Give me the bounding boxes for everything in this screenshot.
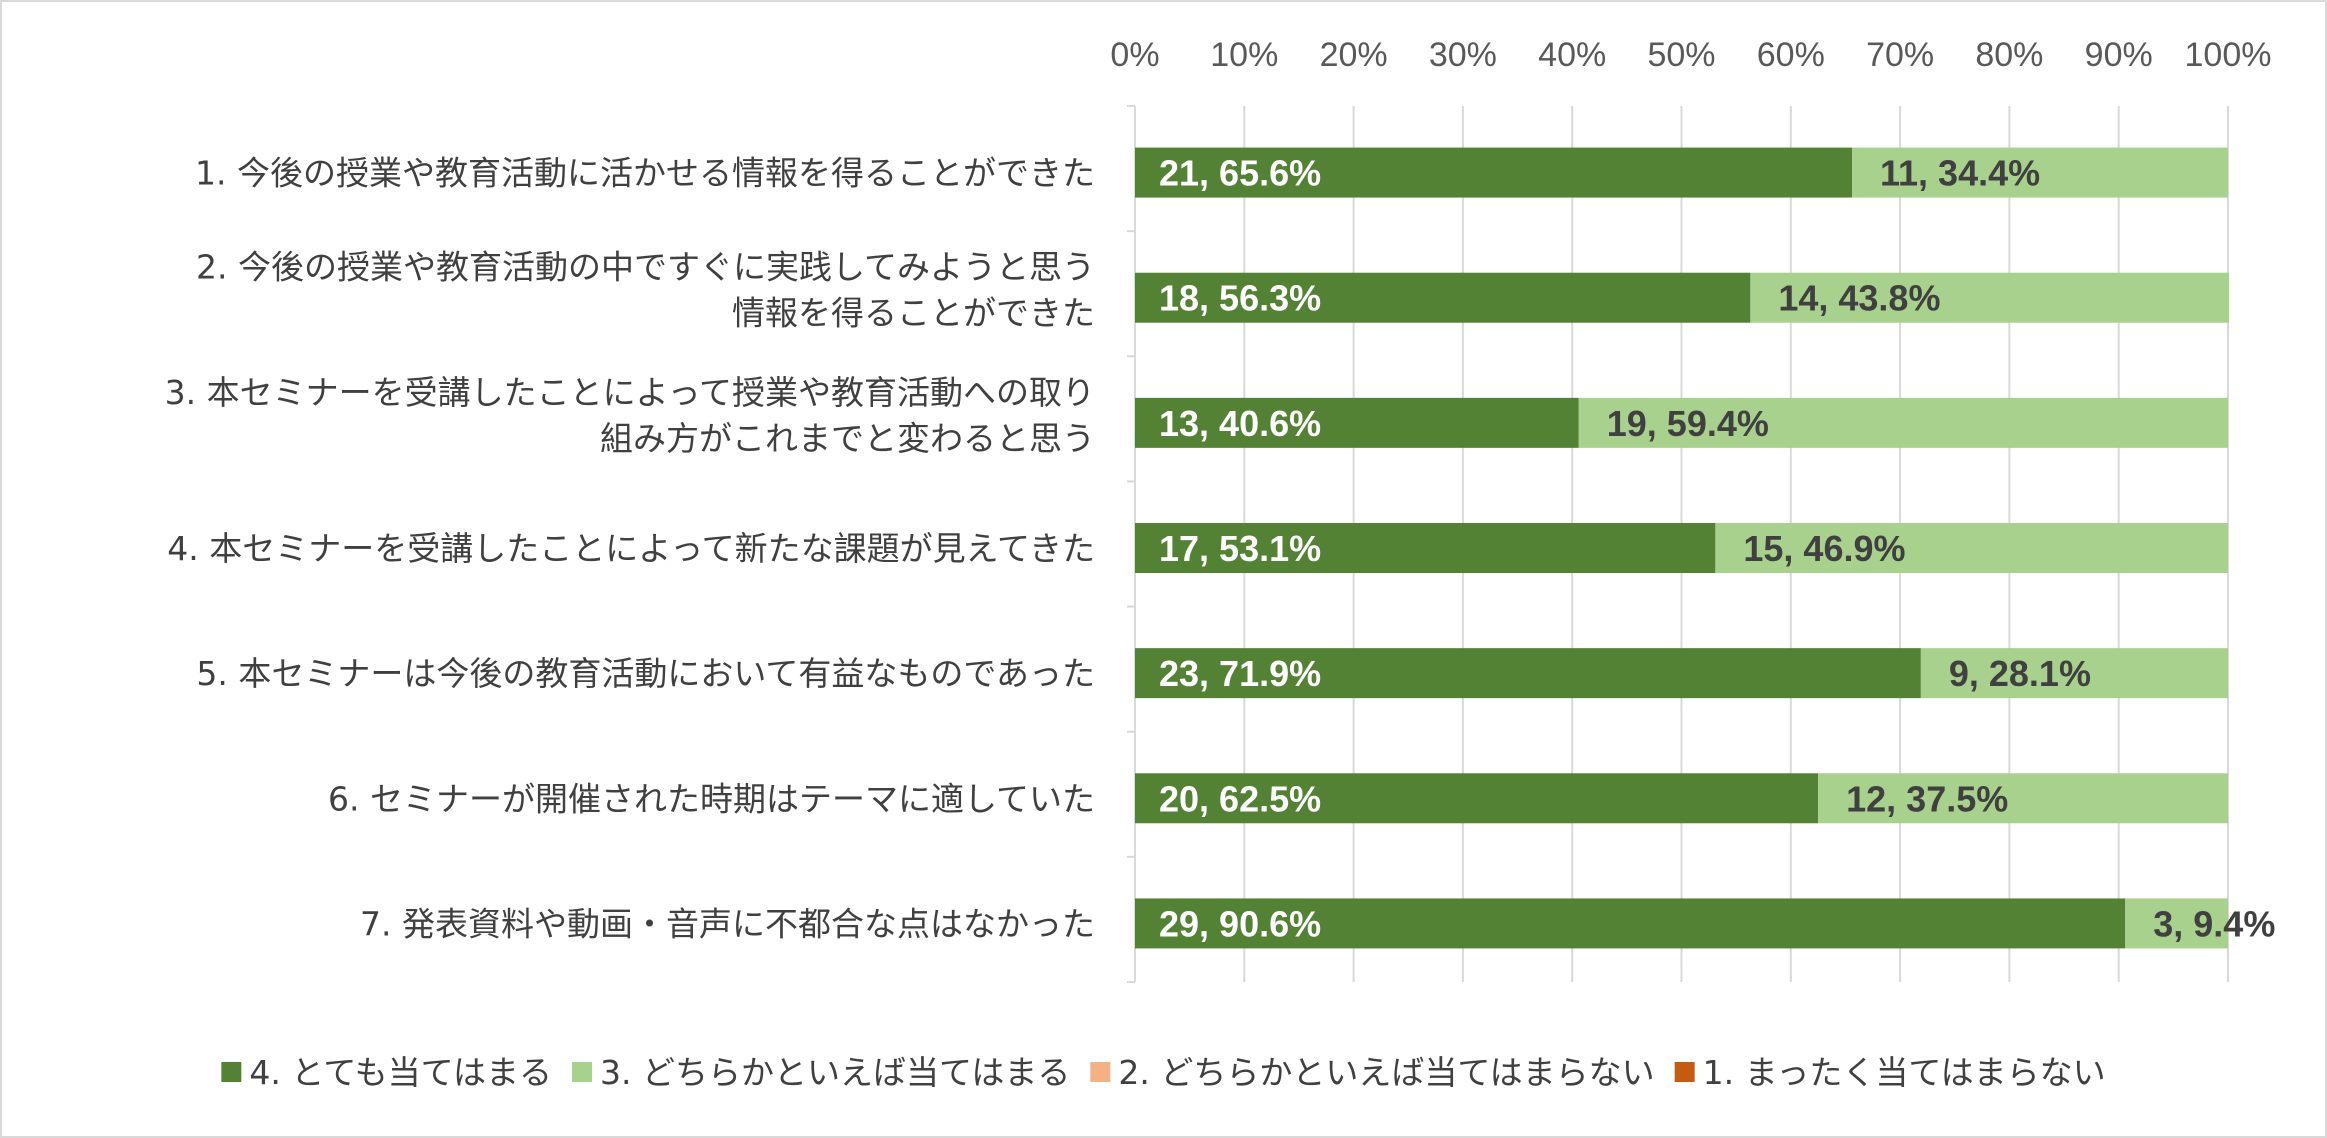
data-label: 9, 28.1% bbox=[1949, 653, 2091, 694]
bar-segment-series-2 bbox=[1715, 523, 2228, 573]
category-label: 1. 今後の授業や教育活動に活かせる情報を得ることができた bbox=[195, 154, 1095, 193]
data-label: 18, 56.3% bbox=[1159, 278, 1321, 319]
category-label: 7. 発表資料や動画・音声に不都合な点はなかった bbox=[360, 904, 1095, 943]
data-label: 15, 46.9% bbox=[1743, 528, 1905, 569]
x-tick-label: 10% bbox=[1210, 36, 1278, 74]
x-tick-label: 40% bbox=[1538, 36, 1606, 74]
bar-segment-series-2 bbox=[1818, 773, 2228, 824]
x-tick-label: 70% bbox=[1866, 36, 1934, 74]
category-label: 6. セミナーが開催された時期はテーマに適していた bbox=[328, 779, 1095, 818]
bar-segment-series-1 bbox=[1135, 648, 1921, 699]
legend-label: 2. どちらかといえば当てはまらない bbox=[1118, 1053, 1654, 1092]
x-tick-label: 90% bbox=[2085, 36, 2153, 74]
x-axis-ticks: 0% 10% 20% 30% 40% 50% 60% 70% 80% 90% 100% bbox=[1110, 36, 2271, 74]
data-label: 14, 43.8% bbox=[1778, 278, 1940, 319]
bar-segment-series-1 bbox=[1135, 773, 1819, 824]
bar-segment-series-2 bbox=[2125, 898, 2228, 949]
x-tick-label: 100% bbox=[2185, 36, 2272, 74]
legend-swatch bbox=[1090, 1062, 1111, 1082]
bar-segment-series-1 bbox=[1135, 898, 2126, 949]
legend: 4. とても当てはまる 3. どちらかといえば当てはまる 2. どちらかといえば当て… bbox=[221, 1053, 2106, 1092]
data-label: 29, 90.6% bbox=[1159, 903, 1321, 944]
data-label: 19, 59.4% bbox=[1607, 403, 1769, 444]
legend-label: 3. どちらかといえば当てはまる bbox=[600, 1053, 1070, 1092]
category-labels: 1. 今後の授業や教育活動に活かせる情報を得ることができた 2. 今後の授業や教育… bbox=[165, 154, 1095, 944]
data-label: 11, 34.4% bbox=[1880, 153, 2040, 194]
legend-label: 1. まったく当てはまらない bbox=[1703, 1053, 2106, 1092]
bars: 21, 65.6% 11, 34.4% 18, 56.3% 14, 43.8% 13, … bbox=[1135, 147, 2275, 949]
data-label: 17, 53.1% bbox=[1159, 528, 1321, 569]
data-label: 3, 9.4% bbox=[2153, 903, 2275, 944]
bar-segment-series-1 bbox=[1135, 523, 1716, 573]
x-tick-label: 80% bbox=[1975, 36, 2043, 74]
bar-segment-series-2 bbox=[1750, 272, 2230, 323]
x-tick-label: 30% bbox=[1429, 36, 1497, 74]
bar-segment-series-1 bbox=[1135, 397, 1579, 448]
category-label: 3. 本セミナーを受講したことによって授業や教育活動への取り bbox=[165, 373, 1095, 412]
data-label: 12, 37.5% bbox=[1846, 778, 2008, 819]
data-label: 23, 71.9% bbox=[1159, 653, 1321, 694]
bar-segment-series-2 bbox=[1578, 397, 2228, 448]
bar-segment-series-1 bbox=[1135, 272, 1751, 323]
x-tick-label: 50% bbox=[1647, 36, 1715, 74]
legend-label: 4. とても当てはまる bbox=[249, 1053, 552, 1092]
data-label: 21, 65.6% bbox=[1159, 153, 1321, 194]
x-tick-label: 20% bbox=[1320, 36, 1388, 74]
bar-segment-series-2 bbox=[1920, 648, 2228, 699]
category-label: 情報を得ることができた bbox=[732, 294, 1095, 333]
category-label: 2. 今後の授業や教育活動の中ですぐに実践してみようと思う bbox=[196, 248, 1095, 287]
category-label: 組み方がこれまでと変わると思う bbox=[600, 419, 1095, 458]
bar-segment-series-2 bbox=[1852, 147, 2228, 198]
legend-swatch bbox=[221, 1062, 242, 1082]
data-label: 20, 62.5% bbox=[1159, 778, 1321, 819]
category-label: 5. 本セミナーは今後の教育活動において有益なものであった bbox=[196, 654, 1095, 693]
category-label: 4. 本セミナーを受講したことによって新たな課題が見えてきた bbox=[167, 529, 1095, 568]
bar-segment-series-1 bbox=[1135, 147, 1853, 198]
legend-swatch bbox=[572, 1062, 593, 1082]
data-label: 13, 40.6% bbox=[1159, 403, 1321, 444]
x-tick-label: 60% bbox=[1757, 36, 1825, 74]
legend-swatch bbox=[1674, 1062, 1695, 1082]
x-tick-label: 0% bbox=[1110, 36, 1159, 74]
